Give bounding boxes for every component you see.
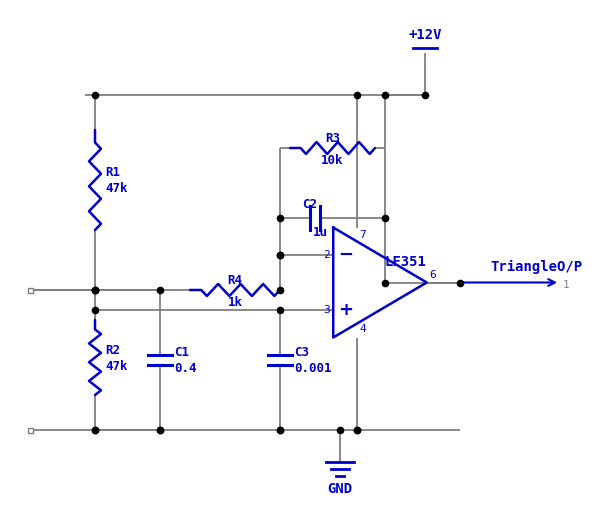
Bar [27, 288, 32, 293]
Text: −: − [338, 246, 353, 264]
Text: 6: 6 [429, 269, 436, 279]
Text: +12V: +12V [408, 28, 442, 42]
Text: 47k: 47k [105, 183, 127, 195]
Text: C3: C3 [294, 345, 309, 359]
Text: LF351: LF351 [384, 256, 426, 269]
Text: 47k: 47k [105, 360, 127, 373]
Text: 1u: 1u [312, 227, 328, 240]
Text: 4: 4 [360, 325, 367, 335]
Text: 0.4: 0.4 [174, 362, 196, 374]
Text: TriangleO/P: TriangleO/P [490, 259, 582, 274]
Text: 2: 2 [323, 250, 330, 260]
Text: C1: C1 [174, 345, 189, 359]
Text: 10k: 10k [321, 155, 344, 167]
Text: 0.001: 0.001 [294, 362, 331, 374]
Text: R2: R2 [105, 344, 120, 357]
Text: R4: R4 [228, 274, 243, 287]
Text: 1k: 1k [228, 297, 243, 309]
Bar [27, 428, 32, 432]
Text: +: + [338, 301, 353, 319]
Text: R1: R1 [105, 166, 120, 180]
Text: 3: 3 [323, 305, 330, 315]
Text: 7: 7 [360, 231, 367, 240]
Text: R3: R3 [325, 131, 340, 145]
Text: 1: 1 [563, 279, 570, 289]
Text: GND: GND [328, 482, 353, 496]
Text: C2: C2 [303, 197, 317, 211]
